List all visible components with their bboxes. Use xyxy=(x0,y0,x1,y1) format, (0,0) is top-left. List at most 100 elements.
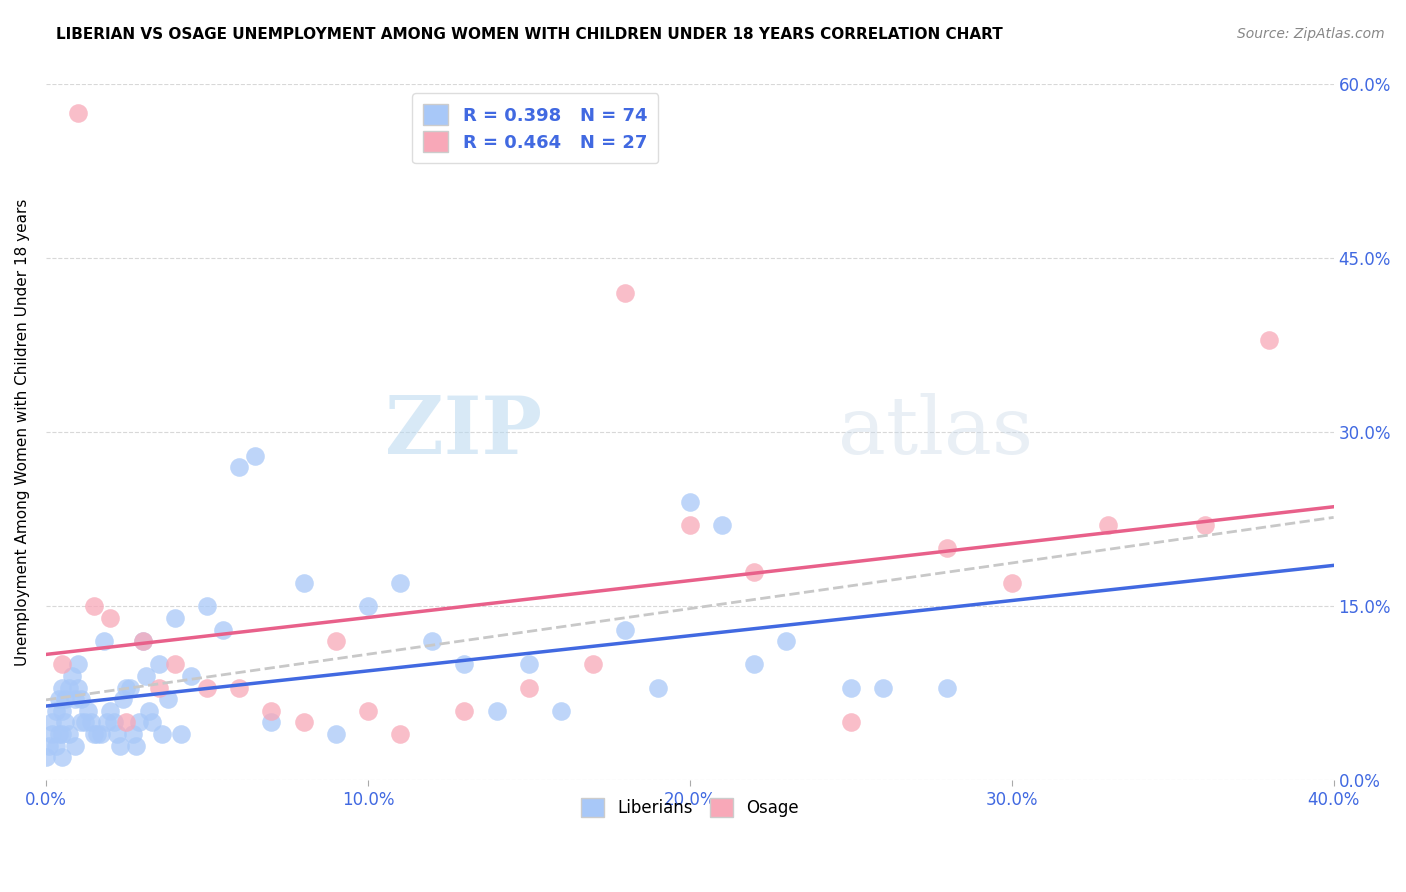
Point xyxy=(45,739,67,753)
Point xyxy=(53,715,76,730)
Point xyxy=(228,681,250,695)
Point xyxy=(86,727,108,741)
Point xyxy=(260,704,283,718)
Point xyxy=(775,634,797,648)
Point xyxy=(51,727,73,741)
Point xyxy=(1258,333,1281,347)
Point xyxy=(108,739,131,753)
Point xyxy=(614,623,637,637)
Point xyxy=(839,681,862,695)
Point xyxy=(195,599,218,614)
Point xyxy=(83,727,105,741)
Point xyxy=(138,704,160,718)
Point xyxy=(131,634,153,648)
Point xyxy=(80,715,103,730)
Point xyxy=(420,634,443,648)
Point xyxy=(839,715,862,730)
Point xyxy=(260,715,283,730)
Point xyxy=(742,565,765,579)
Point xyxy=(647,681,669,695)
Point xyxy=(936,541,959,556)
Point xyxy=(872,681,894,695)
Point xyxy=(357,599,380,614)
Point xyxy=(35,750,58,764)
Point xyxy=(118,681,141,695)
Point xyxy=(115,681,138,695)
Point xyxy=(67,106,90,120)
Point xyxy=(936,681,959,695)
Point xyxy=(115,715,138,730)
Point xyxy=(679,495,702,509)
Point xyxy=(325,634,347,648)
Point xyxy=(51,657,73,672)
Point xyxy=(70,692,93,706)
Point xyxy=(51,750,73,764)
Point xyxy=(163,657,186,672)
Point xyxy=(1097,518,1119,533)
Point xyxy=(357,704,380,718)
Point xyxy=(73,715,96,730)
Point xyxy=(135,669,157,683)
Point xyxy=(122,727,145,741)
Point xyxy=(180,669,202,683)
Point xyxy=(63,692,86,706)
Point xyxy=(105,727,128,741)
Point xyxy=(98,611,121,625)
Point xyxy=(90,727,112,741)
Point xyxy=(679,518,702,533)
Point xyxy=(38,739,60,753)
Point xyxy=(93,634,115,648)
Point xyxy=(517,657,540,672)
Text: LIBERIAN VS OSAGE UNEMPLOYMENT AMONG WOMEN WITH CHILDREN UNDER 18 YEARS CORRELAT: LIBERIAN VS OSAGE UNEMPLOYMENT AMONG WOM… xyxy=(56,27,1002,42)
Text: ZIP: ZIP xyxy=(385,393,541,471)
Point xyxy=(325,727,347,741)
Point xyxy=(517,681,540,695)
Point xyxy=(103,715,125,730)
Point xyxy=(48,692,70,706)
Point xyxy=(711,518,734,533)
Point xyxy=(212,623,235,637)
Point xyxy=(112,692,135,706)
Point xyxy=(67,681,90,695)
Point xyxy=(195,681,218,695)
Point xyxy=(389,576,412,591)
Point xyxy=(141,715,163,730)
Text: atlas: atlas xyxy=(838,393,1033,471)
Point xyxy=(453,657,475,672)
Point xyxy=(453,704,475,718)
Point xyxy=(245,449,267,463)
Point xyxy=(292,715,315,730)
Point xyxy=(157,692,180,706)
Y-axis label: Unemployment Among Women with Children Under 18 years: Unemployment Among Women with Children U… xyxy=(15,199,30,666)
Point xyxy=(63,739,86,753)
Point xyxy=(148,657,170,672)
Point xyxy=(163,611,186,625)
Point xyxy=(58,727,80,741)
Point xyxy=(128,715,150,730)
Legend: Liberians, Osage: Liberians, Osage xyxy=(574,791,806,824)
Point xyxy=(485,704,508,718)
Point xyxy=(58,681,80,695)
Point xyxy=(228,460,250,475)
Point xyxy=(51,704,73,718)
Point xyxy=(389,727,412,741)
Point xyxy=(582,657,605,672)
Point xyxy=(41,715,63,730)
Point xyxy=(1001,576,1024,591)
Point xyxy=(150,727,173,741)
Point xyxy=(67,657,90,672)
Point xyxy=(131,634,153,648)
Point xyxy=(70,715,93,730)
Point xyxy=(742,657,765,672)
Point xyxy=(41,727,63,741)
Point xyxy=(1194,518,1216,533)
Point xyxy=(148,681,170,695)
Point xyxy=(614,286,637,301)
Point xyxy=(170,727,193,741)
Point xyxy=(98,704,121,718)
Point xyxy=(48,727,70,741)
Point xyxy=(53,692,76,706)
Point xyxy=(292,576,315,591)
Text: Source: ZipAtlas.com: Source: ZipAtlas.com xyxy=(1237,27,1385,41)
Point xyxy=(60,669,83,683)
